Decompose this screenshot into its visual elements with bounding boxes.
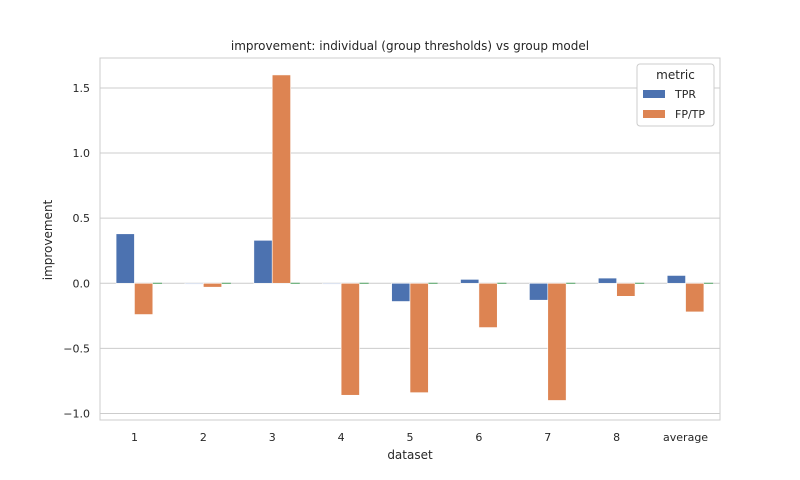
- bar-fp-tp-3: [271, 74, 291, 284]
- bar-fp-tp-7: [547, 282, 567, 401]
- x-tick-label: 5: [407, 431, 414, 444]
- bar-tpr-4: [322, 282, 342, 285]
- bar-tpr-2: [184, 282, 204, 285]
- y-axis-label: improvement: [41, 199, 55, 280]
- bar-fp-tp-8: [616, 282, 636, 297]
- x-tick-label: 2: [200, 431, 207, 444]
- legend-swatch: [643, 110, 665, 118]
- y-tick-label: −1.0: [63, 407, 90, 420]
- y-tick-label: 1.5: [73, 82, 91, 95]
- bars: [115, 74, 714, 401]
- bar-fp-tp-6: [478, 282, 498, 328]
- x-axis-ticks: 1 2 3 4 5 6 7 8 average: [131, 431, 708, 444]
- bar-fp-tp-4: [340, 282, 360, 396]
- bar-fp-tp-5: [409, 282, 429, 393]
- bar-tpr-5: [391, 282, 411, 302]
- y-tick-label: 1.0: [73, 147, 91, 160]
- x-tick-label: average: [663, 431, 708, 444]
- x-tick-label: 1: [131, 431, 138, 444]
- legend: metric TPR FP/TP: [636, 63, 715, 127]
- y-tick-label: 0.0: [73, 277, 91, 290]
- y-axis-ticks: −1.0 −0.5 0.0 0.5 1.0 1.5: [63, 82, 90, 421]
- x-tick-label: 8: [613, 431, 620, 444]
- y-tick-label: −0.5: [63, 342, 90, 355]
- bar-tpr-3: [253, 240, 273, 284]
- x-tick-label: 4: [338, 431, 345, 444]
- bar-tpr-average: [666, 275, 686, 284]
- x-tick-label: 7: [544, 431, 551, 444]
- x-tick-label: 3: [269, 431, 276, 444]
- legend-title: metric: [656, 68, 695, 82]
- bar-tpr-7: [529, 282, 549, 301]
- legend-label: TPR: [674, 88, 696, 101]
- bar-fp-tp-1: [134, 282, 154, 315]
- bar-tpr-1: [115, 233, 135, 284]
- x-axis-label: dataset: [387, 448, 433, 462]
- y-tick-label: 0.5: [73, 212, 91, 225]
- bar-tpr-8: [597, 277, 617, 284]
- chart-title: improvement: individual (group threshold…: [231, 39, 589, 53]
- legend-items: TPR FP/TP: [643, 88, 705, 121]
- bar-fp-tp-average: [685, 282, 705, 313]
- legend-label: FP/TP: [675, 108, 705, 121]
- bar-fp-tp-2: [203, 282, 223, 288]
- x-tick-label: 6: [475, 431, 482, 444]
- legend-swatch: [643, 90, 665, 98]
- bar-tpr-6: [460, 279, 480, 284]
